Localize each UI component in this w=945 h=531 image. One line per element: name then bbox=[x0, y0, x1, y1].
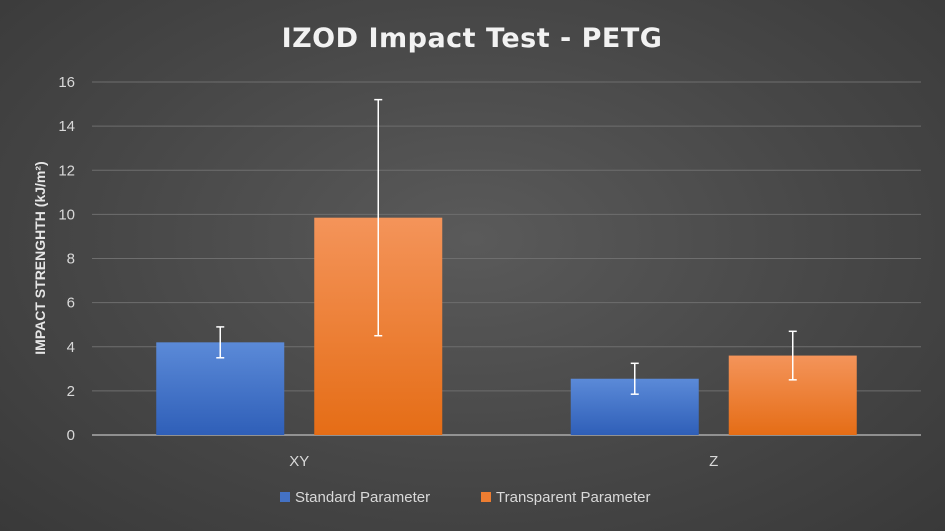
y-tick-label: 0 bbox=[67, 427, 75, 444]
legend-swatch bbox=[481, 492, 491, 502]
y-tick-label: 4 bbox=[67, 339, 75, 356]
chart-title: IZOD Impact Test - PETG bbox=[282, 23, 663, 54]
category-label: XY bbox=[289, 453, 309, 470]
y-tick-label: 2 bbox=[67, 383, 75, 400]
bars bbox=[156, 217, 857, 435]
y-tick-label: 14 bbox=[58, 118, 75, 135]
category-labels: XY Z bbox=[289, 453, 718, 470]
category-label: Z bbox=[709, 453, 718, 470]
y-tick-label: 8 bbox=[67, 251, 75, 268]
error-bars bbox=[216, 98, 797, 395]
y-tick-label: 10 bbox=[58, 206, 75, 223]
y-tick-label: 16 bbox=[58, 74, 75, 91]
y-tick-label: 6 bbox=[67, 295, 75, 312]
legend-swatch bbox=[280, 492, 290, 502]
legend-label: Standard Parameter bbox=[295, 489, 430, 506]
legend: Standard Parameter Transparent Parameter bbox=[280, 489, 651, 506]
y-tick-labels: 0 2 4 6 8 10 12 14 16 bbox=[58, 74, 75, 444]
y-axis-label: IMPACT STRENGHTH (kJ/m²) bbox=[32, 161, 48, 354]
y-tick-label: 12 bbox=[58, 162, 75, 179]
legend-label: Transparent Parameter bbox=[496, 489, 651, 506]
